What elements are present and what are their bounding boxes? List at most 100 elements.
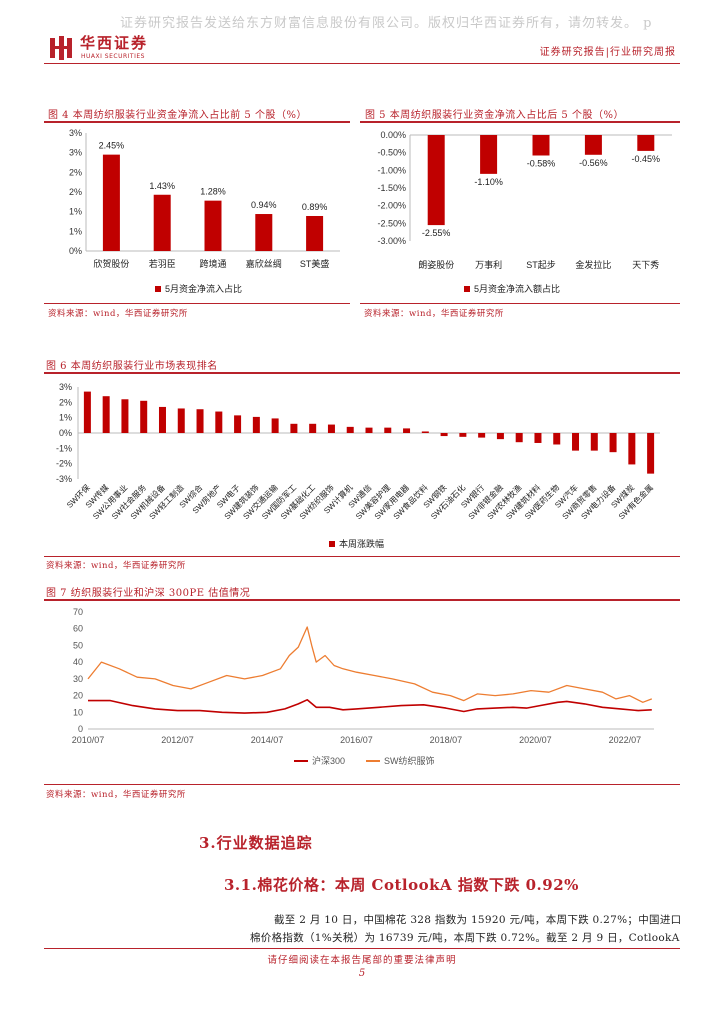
bar-天下秀	[637, 135, 655, 151]
y-tick-label: -1.00%	[377, 165, 406, 175]
legend-label: 5月资金净流入额占比	[474, 283, 560, 294]
subsection-heading: 3.1.棉花价格：本周 CotlookA 指数下跌 0.92%	[224, 876, 579, 894]
data-label: 0.94%	[251, 200, 277, 210]
y-tick-label: 60	[73, 624, 83, 634]
fig5-source: 资料来源：wind，华西证券研究所	[364, 309, 504, 319]
data-label: 0.89%	[302, 202, 328, 212]
y-tick-label: -2.00%	[377, 201, 406, 211]
paragraph-line-2: 棉价格指数（1%关税）为 16739 元/吨，本周下跌 0.72%。截至 2 月…	[250, 932, 680, 944]
bar-SW基础化工	[309, 423, 317, 433]
data-label: 1.28%	[200, 187, 226, 197]
y-tick-label: -3.00%	[377, 236, 406, 246]
fig4-bottom-rule	[44, 303, 350, 304]
y-tick-label: 2%	[69, 187, 82, 197]
y-tick-label: 40	[73, 657, 83, 667]
fig5-chart: 0.00% -0.50% -1.00% -1.50% -2.00% -2.50% -3.00…	[377, 130, 672, 294]
y-tick-label: 0.00%	[380, 130, 406, 140]
page-number: 5	[358, 968, 366, 979]
report-type: 证券研究报告|行业研究周报	[539, 47, 676, 58]
x-tick-label: 2018/07	[430, 735, 463, 745]
bar-SW非银金融	[496, 433, 504, 440]
x-tick-label: 若羽臣	[149, 258, 176, 269]
bar-SW有色金属	[647, 433, 655, 474]
bar-SW石油石化	[459, 433, 467, 437]
bar-SW商贸零售	[590, 433, 598, 451]
x-tick-label: 嘉欣丝绸	[246, 258, 282, 269]
x-tick-label: 万事利	[475, 259, 502, 270]
data-label: -1.10%	[474, 177, 503, 187]
watermark: 证券研究报告发送给东方财富信息股份有限公司。版权归华西证券所有，请勿转发。 p	[120, 16, 653, 31]
bar-SW综合	[196, 409, 204, 433]
data-label: -0.58%	[527, 158, 556, 168]
bar-SW社会服务	[140, 400, 148, 433]
y-tick-label: 0%	[69, 246, 82, 256]
fig7-rule	[44, 599, 680, 601]
logo-text: 华西证券	[80, 34, 149, 52]
bar-SW农林牧渔	[515, 433, 523, 443]
bar-SW交通运输	[271, 418, 279, 433]
y-tick-label: -2.50%	[377, 218, 406, 228]
data-label: -2.55%	[422, 228, 451, 238]
series-line-沪深300	[88, 699, 652, 714]
data-label: -0.45%	[632, 154, 661, 164]
bar-SW计算机	[346, 426, 354, 433]
section-heading: 3.行业数据追踪	[199, 834, 313, 852]
bar-ST美盛	[306, 215, 324, 251]
fig5-rule	[360, 121, 680, 123]
bar-SW美容护理	[384, 427, 392, 433]
fig7-source: 资料来源：wind，华西证券研究所	[46, 790, 186, 800]
legend-label: 本周涨跌幅	[339, 538, 384, 549]
bar-SW传媒	[102, 396, 110, 433]
y-tick-label: 1%	[69, 226, 82, 236]
header-divider	[44, 63, 680, 64]
bar-SW房地产	[215, 411, 223, 433]
bar-嘉欣丝绸	[255, 214, 273, 251]
bar-SW食品饮料	[421, 431, 429, 433]
bar-朗姿股份	[427, 135, 445, 226]
legend-marker	[464, 286, 470, 292]
y-tick-label: 1%	[69, 207, 82, 217]
bar-SW纺织服饰	[327, 424, 335, 433]
data-label: 1.43%	[149, 181, 175, 191]
fig4-rule	[44, 121, 350, 123]
data-label: 2.45%	[99, 141, 125, 151]
bar-SW轻工制造	[177, 408, 185, 433]
fig7-title: 图 7 纺织服装行业和沪深 300PE 估值情况	[46, 588, 251, 599]
y-tick-label: 10	[73, 707, 83, 717]
fig4-chart: 0% 1% 1% 2% 2% 3% 3% 2.45% 欣贺股份 1.43% 若羽臣 1.28% 跨境通 0…	[69, 128, 340, 294]
y-tick-label: 3%	[69, 148, 82, 158]
y-tick-label: 2%	[59, 397, 72, 407]
data-label: -0.56%	[579, 158, 608, 168]
bar-欣贺股份	[102, 154, 120, 251]
x-tick-label: 天下秀	[632, 259, 659, 270]
bar-万事利	[480, 135, 498, 174]
x-tick-label: 欣贺股份	[93, 258, 129, 269]
logo-subtext: HUAXI SECURITIES	[81, 53, 145, 60]
legend-marker	[329, 541, 335, 547]
legend-label: 沪深300	[312, 755, 345, 766]
y-tick-label: 20	[73, 691, 83, 701]
bar-SW煤炭	[628, 433, 636, 465]
bar-SW机械设备	[158, 406, 166, 433]
bar-SW环保	[83, 391, 91, 433]
x-tick-label: 2016/07	[340, 735, 373, 745]
fig6-chart: 3%2%1%0%-1%-2%-3%SW环保SW传媒SW公用事业SW社会服务SW机…	[56, 382, 660, 549]
bar-SW电子	[234, 415, 242, 433]
x-tick-label: 朗姿股份	[418, 259, 454, 270]
y-tick-label: 0	[78, 724, 83, 734]
y-tick-label: 50	[73, 640, 83, 650]
bar-SW汽车	[572, 433, 580, 451]
fig4-title: 图 4 本周纺织服装行业资金净流入占比前 5 个股（%）	[48, 110, 307, 121]
paragraph-line-1: 截至 2 月 10 日，中国棉花 328 指数为 15920 元/吨，本周下跌 …	[274, 914, 682, 926]
bar-金发拉比	[584, 135, 602, 155]
bar-SW家用电器	[403, 428, 411, 433]
fig5-title: 图 5 本周纺织服装行业资金净流入占比后 5 个股（%）	[365, 110, 624, 121]
y-tick-label: 3%	[69, 128, 82, 138]
y-tick-label: 2%	[69, 167, 82, 177]
bar-SW建筑材料	[534, 433, 542, 443]
x-tick-label: 金发拉比	[575, 259, 611, 270]
fig6-source: 资料来源：wind，华西证券研究所	[46, 561, 186, 571]
x-tick-label: 2012/07	[161, 735, 194, 745]
legend-marker	[155, 286, 161, 292]
bar-SW电力设备	[609, 433, 617, 453]
